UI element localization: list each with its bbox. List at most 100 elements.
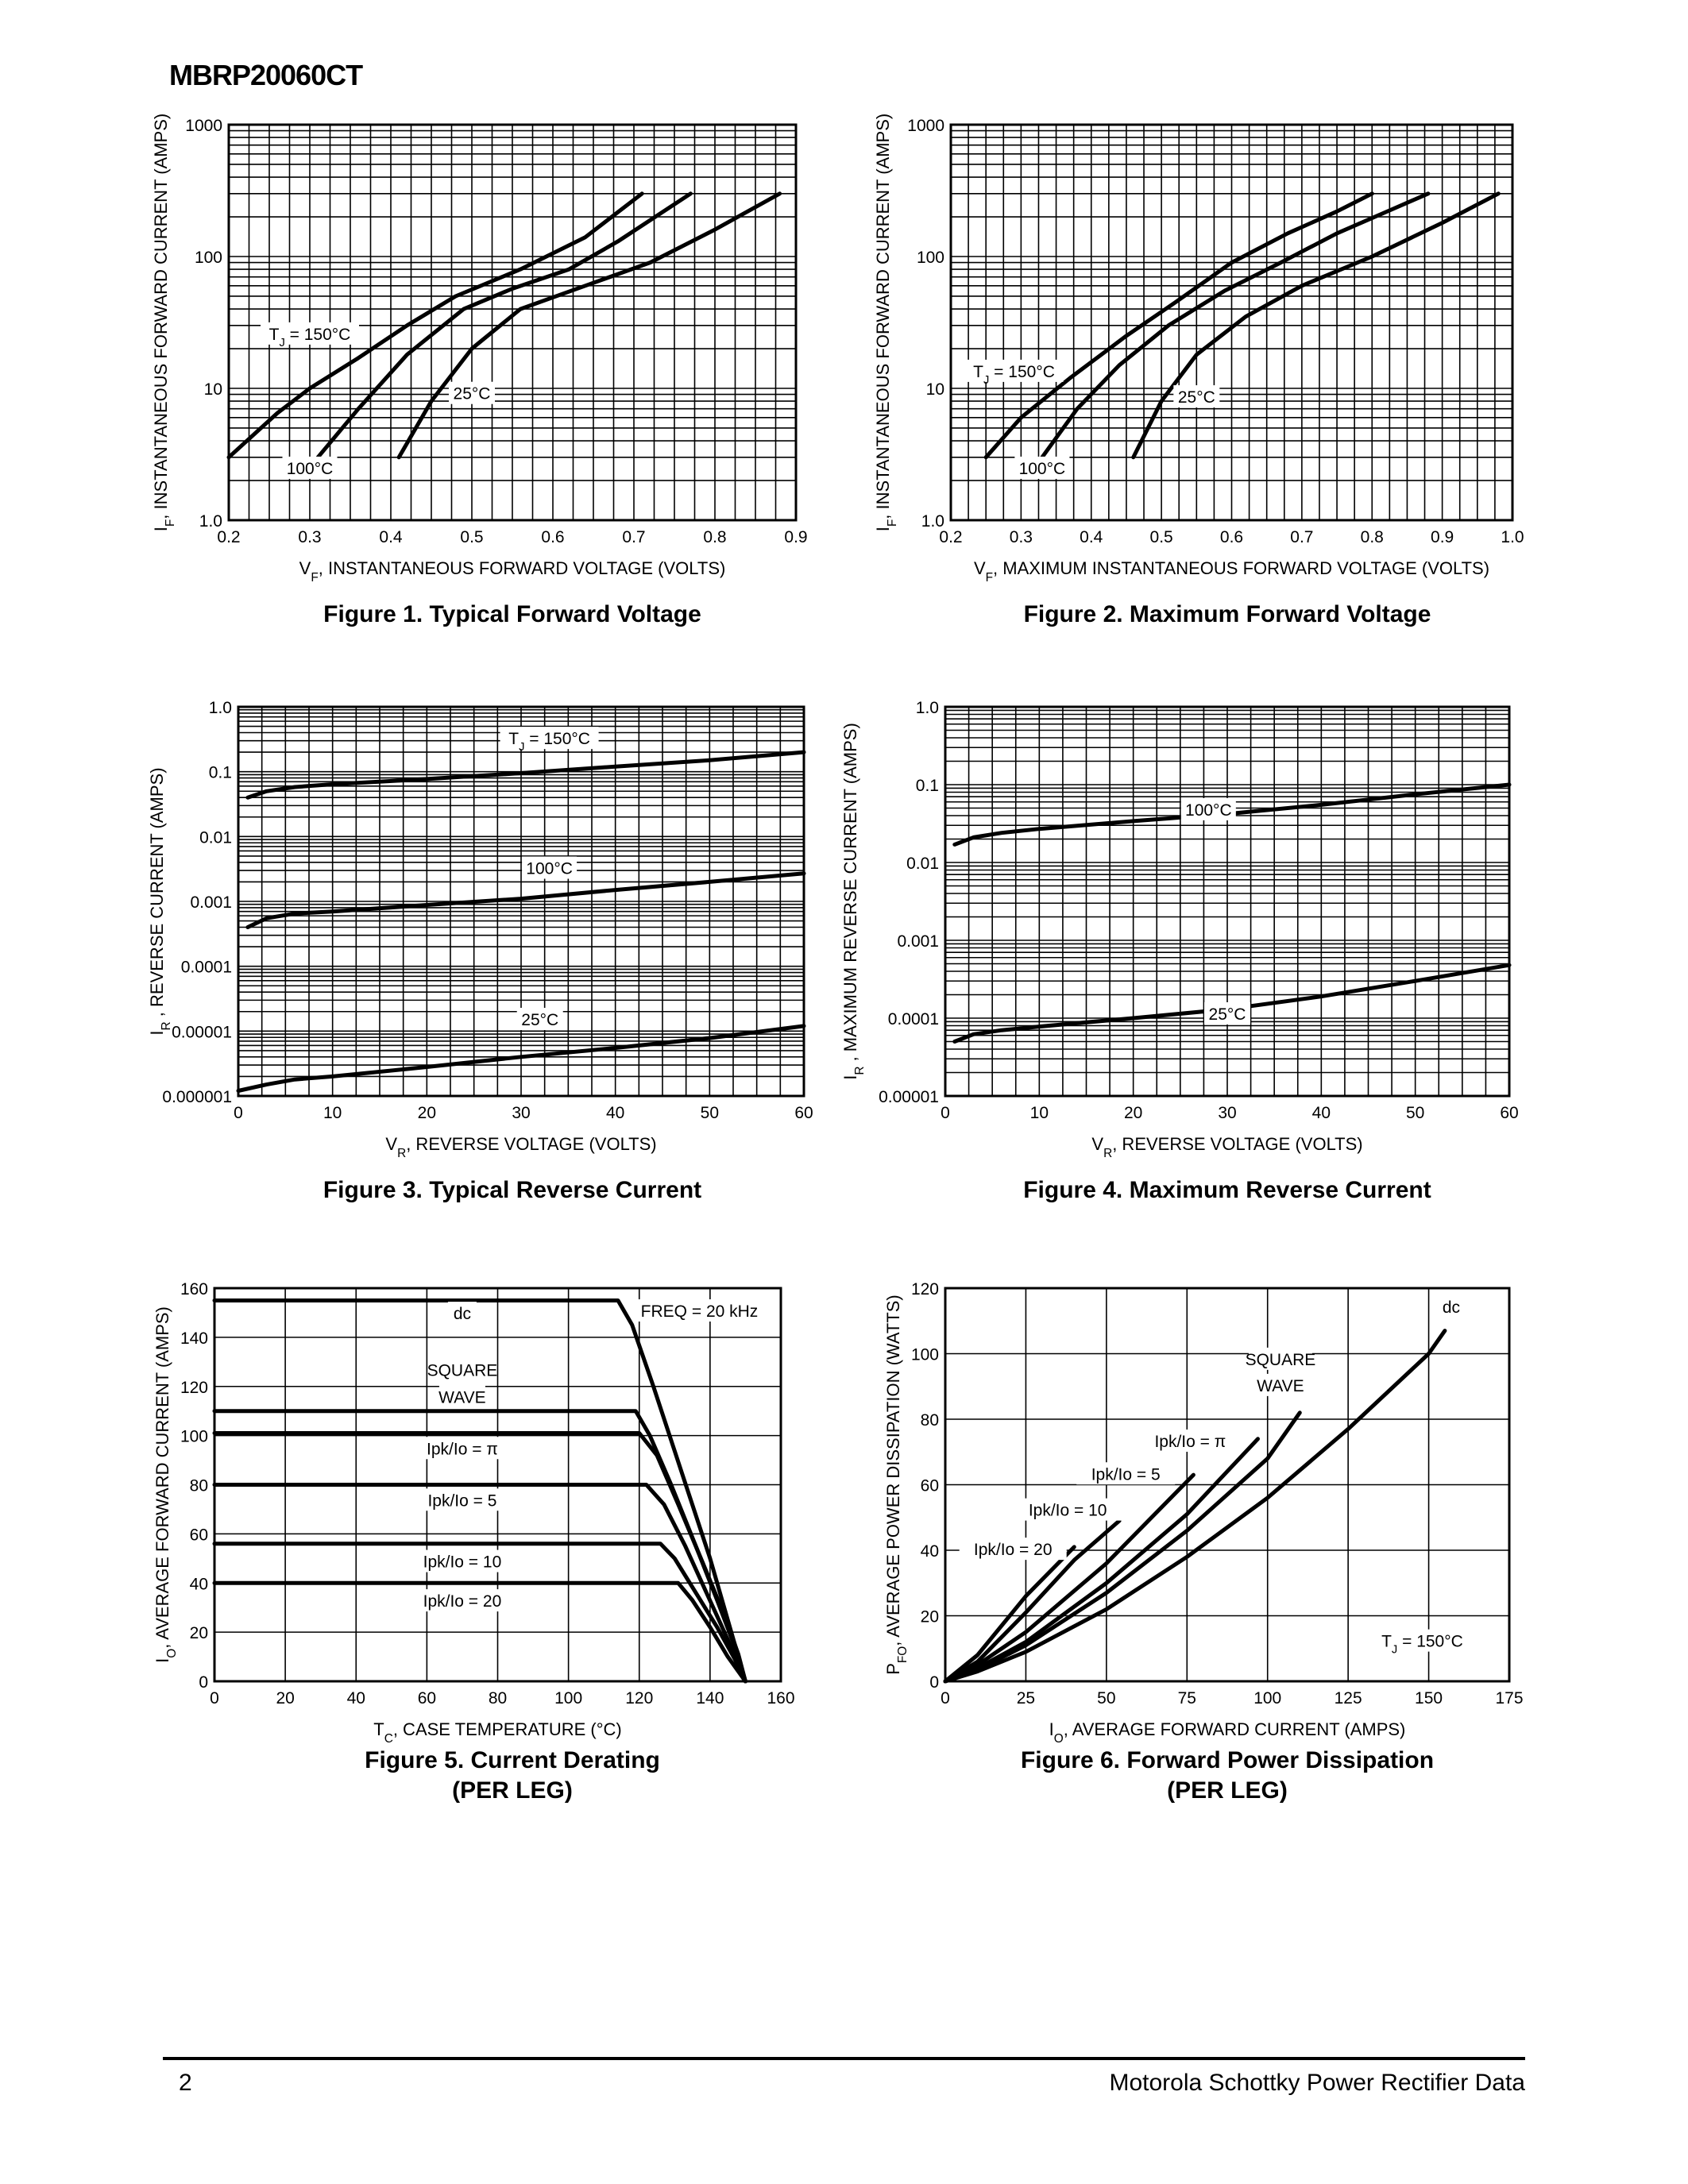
x-tick-label: 0 [210, 1689, 219, 1707]
y-tick-label: 0 [929, 1673, 939, 1692]
x-tick-label: 60 [1500, 1104, 1518, 1122]
x-tick-label: 0.7 [622, 528, 645, 546]
x-tick-label: 40 [606, 1104, 624, 1122]
y-tick-label: 0.01 [199, 828, 232, 847]
y-tick-label: 0.000001 [162, 1088, 232, 1106]
y-tick-label: 0.001 [897, 932, 939, 951]
x-tick-label: 175 [1495, 1689, 1523, 1707]
annotation-label: Ipk/Io = 5 [1091, 1465, 1161, 1484]
x-tick-label: 0 [234, 1104, 243, 1122]
annotation-bg [1014, 456, 1070, 479]
series-line [315, 191, 693, 460]
x-tick-label: 0.2 [217, 528, 240, 546]
x-tick-label: 0 [941, 1104, 950, 1122]
caption-figure-4: Figure 4. Maximum Reverse Current [886, 1175, 1569, 1206]
x-tick-label: 60 [418, 1689, 436, 1707]
x-tick-label: 125 [1335, 1689, 1362, 1707]
caption-figure-3-line: Figure 3. Typical Reverse Current [323, 1177, 702, 1203]
y-tick-label: 20 [921, 1608, 939, 1626]
y-axis-label: IO, AVERAGE FORWARD CURRENT (AMPS) [153, 1306, 179, 1663]
y-tick-label: 0.1 [916, 777, 939, 795]
part-number-header: MBRP20060CT [169, 59, 363, 91]
annotation-label: dc [1443, 1298, 1460, 1317]
grid-fig4 [944, 705, 1511, 1098]
annotation-label: 100°C [1019, 460, 1066, 478]
series-line [212, 1580, 747, 1684]
caption-figure-5-line2: (PER LEG) [452, 1777, 573, 1804]
caption-figure-2-line: Figure 2. Maximum Forward Voltage [1023, 601, 1431, 627]
chart-fig5: 0 20 40 60 80 100 120 140 160 0 20 40 60 80 100 120 140 1… [153, 1280, 795, 1746]
x-tick-label: 80 [489, 1689, 507, 1707]
x-tick-label: 50 [1406, 1104, 1424, 1122]
chart-fig1: 0.2 0.3 0.4 0.5 0.6 0.7 0.8 0.9 1.0 10 100 1000 VF, … [151, 114, 808, 585]
y-tick-label: 1.0 [921, 512, 944, 531]
annotation-bg [412, 1488, 512, 1511]
x-axis-label: IO, AVERAGE FORWARD CURRENT (AMPS) [1049, 1719, 1406, 1746]
annotation-label: FREQ = 20 kHz [641, 1302, 759, 1321]
series-line [983, 191, 1374, 460]
annotation-label: 25°C [1209, 1005, 1246, 1024]
footer-source: Motorola Schottky Power Rectifier Data [1109, 2070, 1525, 2096]
x-tick-label: 0.3 [298, 528, 321, 546]
x-tick-label: 0.2 [939, 528, 962, 546]
y-axis-label: IF, INSTANTANEOUS FORWARD CURRENT (AMPS) [151, 114, 177, 531]
annotation-bg [408, 1549, 516, 1572]
annotation-bg [1173, 385, 1220, 408]
annotation-bg [500, 727, 599, 750]
page-number: 2 [179, 2070, 192, 2096]
x-tick-label: 60 [794, 1104, 813, 1122]
annotation-bg [1141, 1430, 1240, 1452]
series-line [943, 1329, 1447, 1684]
annotation-label: TJ = 150°C [508, 730, 590, 754]
y-axis-label: IF, INSTANTANEOUS FORWARD CURRENT (AMPS) [873, 114, 899, 531]
y-tick-label: 40 [921, 1542, 939, 1561]
series-line [952, 963, 1512, 1044]
annotation-label: WAVE [438, 1388, 486, 1406]
annotation-bg [408, 1589, 516, 1612]
annotation-label: TJ = 150°C [973, 363, 1055, 387]
y-tick-label: 10 [926, 380, 944, 399]
y-tick-label: 1.0 [916, 699, 939, 717]
series-line [952, 782, 1512, 847]
series-line [245, 750, 806, 800]
annotation-label: 100°C [287, 460, 334, 478]
y-axis-label: PFO, AVERAGE POWER DISSIPATION (WATTS) [883, 1295, 910, 1675]
y-tick-label: 0.01 [906, 855, 939, 873]
y-tick-label: 140 [180, 1329, 208, 1348]
caption-figure-4-line: Figure 4. Maximum Reverse Current [1023, 1177, 1431, 1203]
annotation-bg [282, 456, 338, 479]
y-tick-label: 20 [190, 1624, 208, 1642]
series-line [236, 1024, 806, 1093]
x-tick-label: 40 [347, 1689, 365, 1707]
x-tick-label: 150 [1415, 1689, 1443, 1707]
annotation-label: Ipk/Io = 10 [1029, 1502, 1107, 1520]
annotation-bg [449, 381, 495, 404]
x-tick-label: 40 [1312, 1104, 1331, 1122]
x-tick-label: 0.4 [379, 528, 403, 546]
annotation-label: 25°C [1178, 388, 1215, 407]
x-tick-label: 0.5 [1150, 528, 1173, 546]
x-tick-label: 0.9 [784, 528, 807, 546]
y-tick-label: 100 [917, 249, 944, 267]
y-tick-label: 0.0001 [888, 1010, 939, 1028]
annotation-label: Ipk/Io = 10 [423, 1553, 502, 1572]
annotation-label: 100°C [1185, 801, 1232, 820]
x-tick-label: 0.9 [1431, 528, 1454, 546]
y-tick-label: 100 [195, 249, 222, 267]
y-tick-label: 0.00001 [879, 1088, 939, 1106]
y-tick-label: 80 [190, 1477, 208, 1495]
annotation-bg [412, 1437, 512, 1460]
y-tick-label: 1.0 [209, 699, 232, 717]
caption-figure-2: Figure 2. Maximum Forward Voltage [886, 600, 1569, 630]
y-tick-label: 60 [190, 1526, 208, 1544]
annotation-bg [1180, 797, 1236, 820]
x-tick-label: 75 [1178, 1689, 1196, 1707]
annotation-label: dc [454, 1305, 471, 1323]
y-tick-label: 0.00001 [172, 1023, 232, 1041]
series-line [1040, 191, 1431, 460]
footer-rule [163, 2057, 1525, 2060]
y-tick-label: 1000 [907, 117, 944, 135]
grid-fig3 [237, 705, 805, 1098]
y-tick-label: 100 [180, 1428, 208, 1446]
series-line [212, 1483, 747, 1684]
